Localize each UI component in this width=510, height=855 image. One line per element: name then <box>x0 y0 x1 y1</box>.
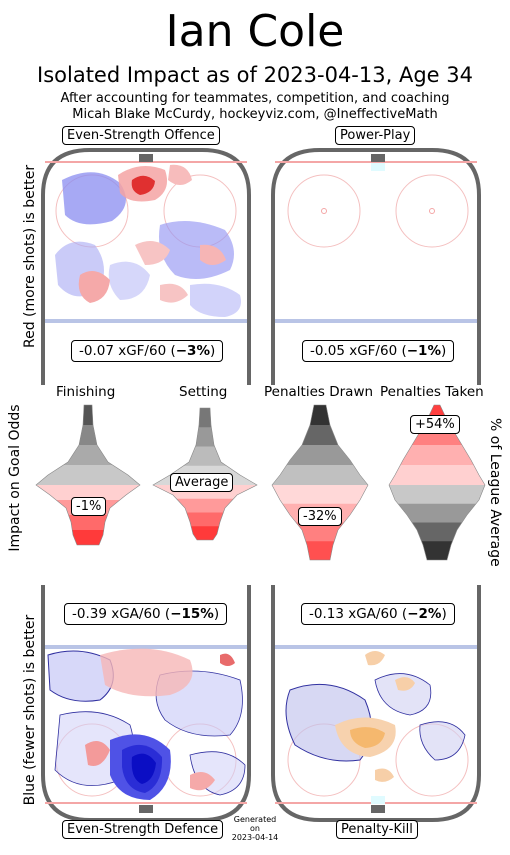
violin-outline-2 <box>152 407 258 541</box>
violin-outline-1 <box>35 404 141 546</box>
rink-power-play <box>271 148 481 385</box>
stat-penalty-kill: -0.13 xGA/60 (−2%) <box>301 603 455 625</box>
rink-penalty-kill <box>271 585 481 822</box>
violin-3 <box>272 405 368 560</box>
generated-note: Generated on 2023-04-14 <box>231 815 279 842</box>
ylabel-top: Red (more shots) is better <box>22 164 38 348</box>
page-subtitle: Isolated Impact as of 2023-04-13, Age 34 <box>37 63 473 87</box>
stat-es-offence: -0.07 xGF/60 (−3%) <box>71 340 224 362</box>
subtitle-line-2: Micah Blake McCurdy, hockeyviz.com, @Ine… <box>72 107 438 122</box>
ylabel-bottom: Blue (fewer shots) is better <box>22 614 38 806</box>
violin-outline-4 <box>388 404 486 561</box>
metric-value-finishing: -1% <box>71 497 107 516</box>
stat-power-play: -0.05 xGF/60 (−1%) <box>302 340 455 362</box>
metric-value-setting: Average <box>170 473 234 492</box>
panel-label-power-play: Power-Play <box>335 126 416 145</box>
stat-es-defence: -0.39 xGA/60 (−15%) <box>64 603 228 625</box>
violin-chart <box>35 404 486 561</box>
page-title: Ian Cole <box>165 6 345 57</box>
metric-label-finishing: Finishing <box>56 384 116 400</box>
metric-value-penalties-taken: +54% <box>410 415 460 434</box>
subtitle-line-1: After accounting for teammates, competit… <box>60 91 450 106</box>
panel-label-es-offence: Even-Strength Offence <box>62 126 220 145</box>
metric-label-penalties-drawn: Penalties Drawn <box>264 384 374 400</box>
panel-label-penalty-kill: Penalty-Kill <box>336 820 418 839</box>
metric-value-penalties-drawn: -32% <box>298 507 342 526</box>
panel-label-es-defence: Even-Strength Defence <box>62 820 224 839</box>
rink-es-offence <box>41 148 251 385</box>
violin-outline-3 <box>271 404 369 561</box>
metric-label-penalties-taken: Penalties Taken <box>380 384 484 400</box>
rink-es-defence <box>41 585 251 822</box>
metric-label-setting: Setting <box>179 384 228 400</box>
violin-1 <box>36 405 140 545</box>
